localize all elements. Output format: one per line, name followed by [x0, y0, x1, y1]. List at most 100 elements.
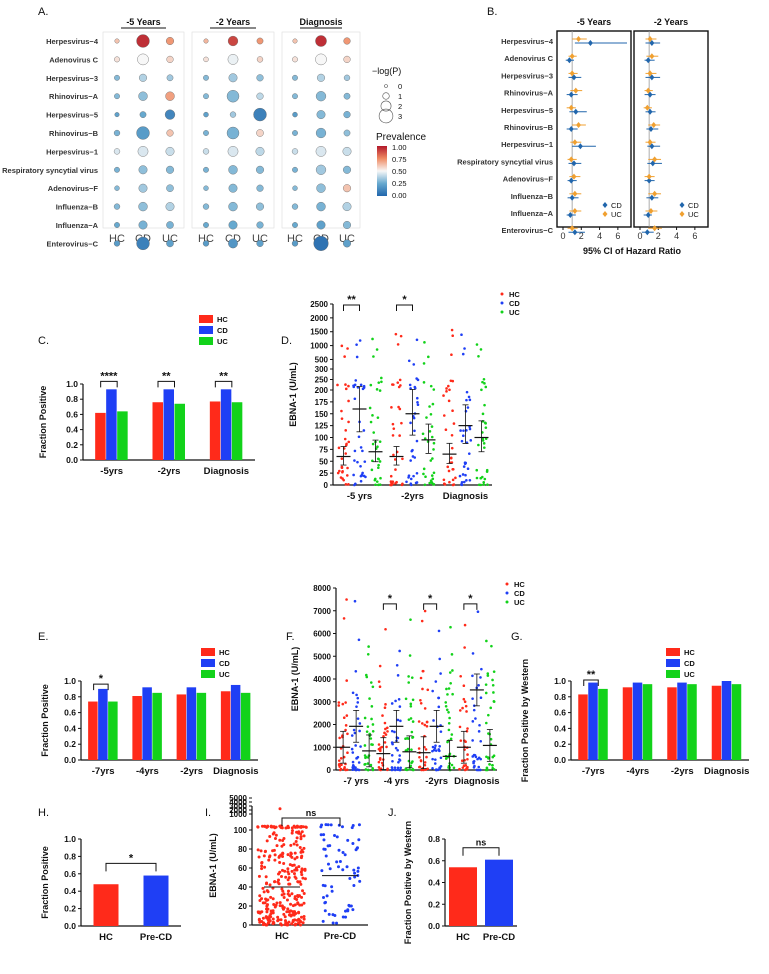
panel-f-point	[433, 746, 437, 750]
panel-b-tick-label: 4	[674, 231, 679, 241]
panel-f-point	[345, 598, 348, 601]
panel-f-point	[462, 684, 466, 687]
panel-a-dot	[315, 127, 327, 139]
panel-d-point	[477, 443, 480, 447]
panel-d-point	[445, 390, 448, 393]
panel-a-size-legend-label: 0	[398, 82, 402, 91]
panel-f-point	[378, 685, 382, 689]
panel-f-point	[438, 767, 442, 771]
panel-e-bar	[152, 692, 162, 760]
panel-i-point	[330, 889, 334, 893]
panel-b-estimate-point	[567, 212, 573, 218]
panel-f-point	[437, 696, 441, 700]
panel-j-y-tick-label: 0.8	[428, 834, 440, 844]
panel-f-point	[341, 702, 345, 706]
panel-f-point	[391, 742, 394, 746]
panel-a-dot	[343, 74, 351, 81]
panel-c-significance-bracket	[214, 380, 233, 388]
panel-d-point	[361, 471, 364, 475]
panel-f-point	[409, 704, 413, 708]
panel-d-point	[459, 429, 462, 432]
panel-d-point	[464, 409, 468, 413]
panel-i-point	[275, 844, 279, 848]
panel-a-row-label: Influenza−B	[56, 203, 99, 212]
panel-d-point	[347, 483, 350, 486]
panel-i-point	[349, 904, 353, 908]
panel-f-point	[404, 737, 407, 741]
panel-d-legend-marker	[500, 301, 504, 305]
panel-i-point	[321, 896, 325, 900]
panel-i-point	[299, 837, 303, 841]
panel-f-point	[447, 687, 451, 690]
panel-a-row-label: Rhinovirus−B	[49, 129, 99, 138]
panel-d-point	[475, 468, 479, 472]
panel-d-point	[344, 387, 348, 391]
panel-d-significance-label: *	[402, 294, 407, 306]
panel-i-point	[298, 825, 302, 829]
panel-d-point	[466, 467, 470, 471]
panel-f-point	[351, 751, 355, 754]
panel-g-category-label: -4yrs	[626, 766, 649, 777]
panel-c-legend-label: CD	[217, 326, 228, 335]
panel-b-row-label: Herpesvirus−4	[501, 37, 554, 46]
panel-d-point	[377, 483, 380, 487]
panel-g-bar	[677, 682, 687, 760]
panel-d-point	[380, 380, 383, 384]
panel-d-point	[447, 469, 451, 473]
panel-f-point	[351, 691, 355, 695]
panel-f-point	[479, 676, 482, 679]
panel-d-category-label: -5 yrs	[347, 491, 372, 502]
panel-i-y-tick-label: 0	[243, 921, 248, 930]
panel-b-legend-marker	[679, 211, 685, 217]
panel-f-point	[409, 764, 413, 768]
panel-f-point	[367, 645, 370, 648]
panel-i-point	[282, 861, 286, 865]
panel-f-point	[412, 768, 415, 772]
panel-i-point	[281, 855, 285, 859]
panel-i-point	[303, 867, 307, 871]
panel-f-point	[396, 748, 399, 752]
panel-f-point	[447, 721, 451, 725]
panel-c-y-tick-label: 0.0	[66, 455, 78, 465]
panel-i-y-tick-label: 20	[238, 902, 247, 911]
panel-i-point	[341, 851, 345, 855]
panel-d-point	[481, 412, 485, 416]
panel-e-legend-label: UC	[219, 670, 230, 679]
panel-d-point	[445, 387, 448, 390]
panel-f-point	[398, 768, 402, 772]
panel-c-bar	[209, 401, 221, 460]
panel-d-point	[394, 482, 397, 485]
panel-i-point	[344, 909, 348, 913]
panel-d-point	[341, 470, 344, 474]
panel-f-point	[383, 721, 387, 725]
panel-f-point	[485, 755, 488, 759]
panel-b-row-label: Rhinovirus−B	[504, 123, 554, 132]
panel-d-y-tick-label: 300	[315, 365, 329, 374]
panel-f-category-label: Diagnosis	[454, 776, 499, 787]
panel-b-estimate-point	[652, 190, 658, 197]
panel-d-point	[355, 355, 359, 359]
panel-d-y-tick-label: 25	[319, 469, 328, 478]
panel-a-color-legend-label: 0.25	[392, 179, 407, 188]
panel-i-y-tick-label: 80	[238, 845, 247, 854]
panel-i-point	[297, 910, 301, 914]
panel-f-point	[398, 649, 401, 653]
panel-b-estimate-point	[568, 177, 574, 184]
panel-f-point	[473, 764, 476, 768]
panel-d-point	[353, 459, 356, 462]
panel-i-point	[288, 913, 292, 917]
panel-b-estimate-point	[571, 74, 577, 81]
panel-d-point	[432, 483, 436, 486]
panel-i-point	[290, 831, 294, 835]
panel-i-point	[289, 852, 293, 856]
panel-i-point	[286, 867, 290, 871]
panel-d-point	[485, 468, 489, 472]
panel-f-point	[471, 674, 474, 678]
panel-f-point	[491, 678, 494, 682]
panel-f-point	[396, 718, 400, 722]
panel-f-point	[346, 732, 349, 736]
panel-i-point	[304, 825, 308, 829]
panel-i-y-tick-label: 40	[238, 883, 247, 892]
panel-d-point	[432, 441, 436, 445]
panel-b-legend-marker	[602, 211, 608, 217]
